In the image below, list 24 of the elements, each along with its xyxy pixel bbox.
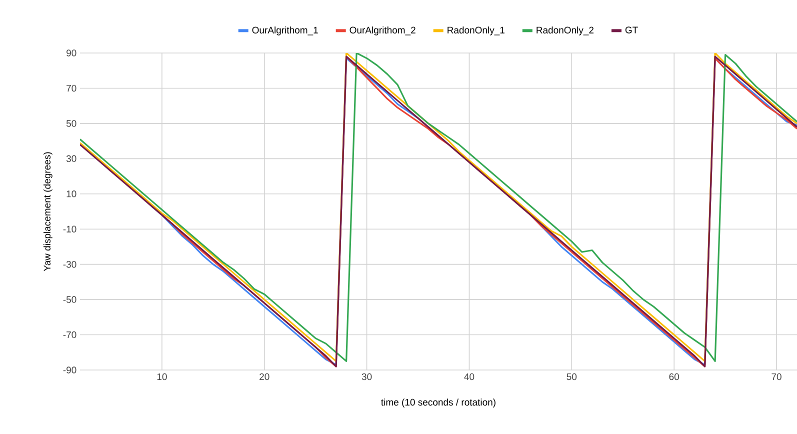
y-tick-label: 90 [66,50,76,56]
x-tick-label: 10 [157,373,167,380]
x-tick-label: 30 [362,373,372,380]
y-tick-label: -10 [63,226,76,232]
x-tick-label: 20 [260,373,270,380]
y-tick-label: -50 [63,296,76,303]
legend-label: OurAlgrithom_1 [252,26,318,36]
y-tick-label: 10 [66,190,76,198]
y-axis-title: Yaw displacement (degrees) [44,152,52,272]
x-tick-label: 50 [566,373,577,380]
x-tick-label: 70 [772,373,782,380]
legend-label: RadonOnly_1 [448,26,504,36]
y-tick-label: -30 [63,260,76,268]
y-tick-label: 30 [66,155,76,162]
x-tick-label: 40 [464,373,474,380]
x-axis-title: time (10 seconds / rotation) [381,398,496,408]
y-tick-label: -90 [63,366,76,374]
x-tick-label: 60 [669,373,679,380]
y-tick-label: -70 [63,331,76,338]
y-tick-label: 50 [66,120,76,127]
y-tick-label: 70 [66,84,76,92]
legend-label: RadonOnly_2 [536,26,594,36]
legend-label: GT [625,26,638,34]
legend-label: OurAlgrithom_2 [350,26,416,36]
